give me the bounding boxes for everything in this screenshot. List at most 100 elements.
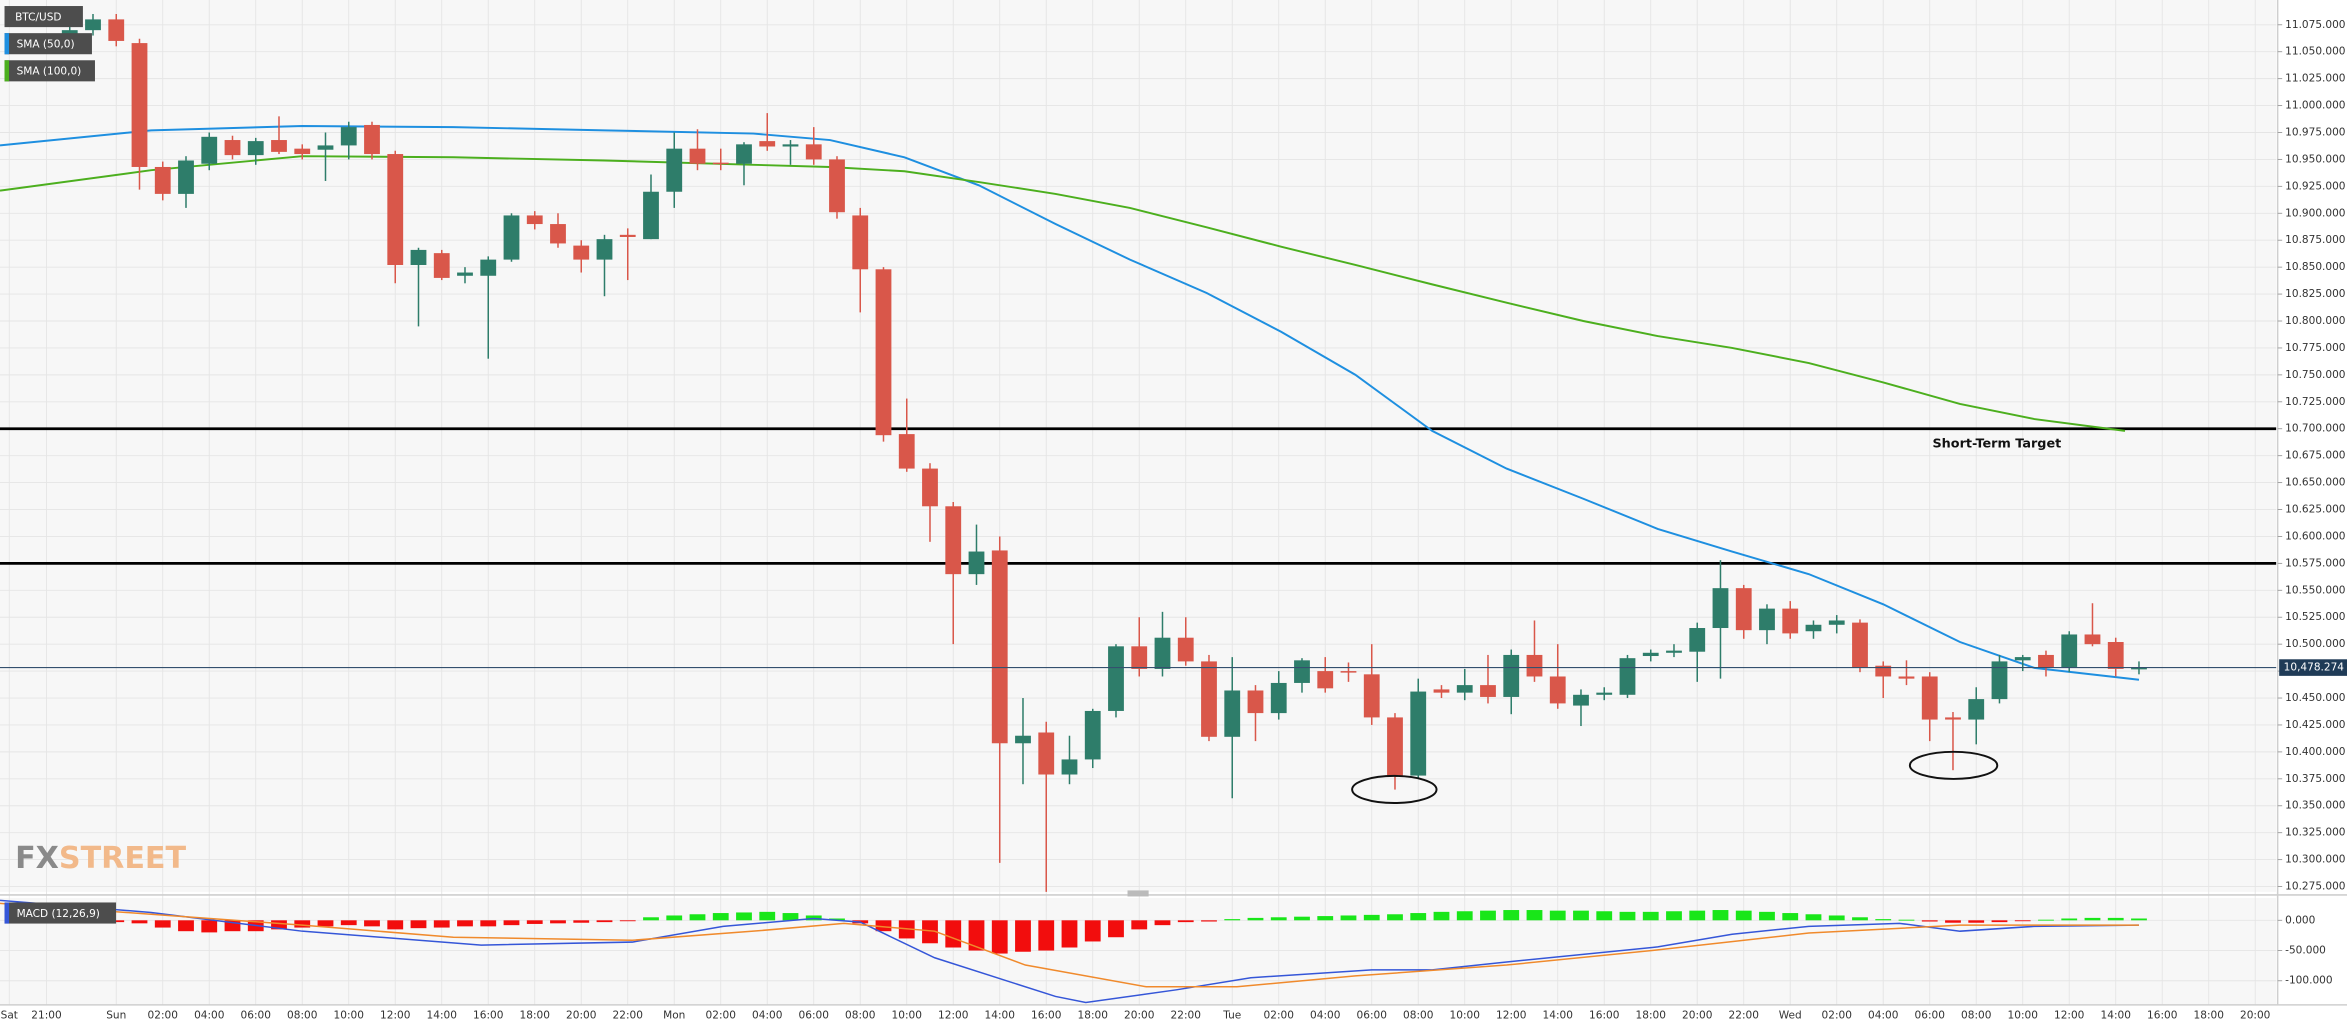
- level-label: Short-Term Target: [1932, 436, 2061, 451]
- candle-body: [387, 154, 404, 265]
- legend-box[interactable]: [4, 902, 117, 924]
- candle-body: [317, 145, 334, 150]
- y-tick-label: 10.725.000: [2285, 396, 2345, 408]
- candle-body: [1968, 699, 1985, 720]
- candle-body: [1270, 682, 1287, 714]
- x-tick-label: 10:00: [334, 1009, 364, 1021]
- x-tick-label: 10:00: [892, 1009, 922, 1021]
- candle-body: [1666, 650, 1682, 653]
- macd-histogram-bar: [1363, 914, 1380, 921]
- candle-body: [433, 253, 450, 278]
- candle-body: [1735, 588, 1752, 631]
- y-tick-label: 10.625.000: [2285, 504, 2345, 516]
- macd-histogram-bar: [1759, 911, 1775, 921]
- candle-body: [689, 148, 706, 164]
- x-tick-label: 20:00: [566, 1009, 596, 1021]
- panel-resize-handle[interactable]: [1127, 890, 1149, 897]
- candle-body: [1201, 661, 1217, 737]
- macd-histogram-bar: [1945, 920, 1961, 923]
- y-tick-label: 10.400.000: [2285, 746, 2345, 758]
- candle-body: [1573, 694, 1589, 706]
- candle-body: [1805, 624, 1822, 632]
- x-tick-label: 08:00: [845, 1009, 875, 1021]
- macd-histogram-bar: [1852, 917, 1868, 921]
- y-tick-label: 10.350.000: [2285, 800, 2345, 812]
- grid: [0, 0, 2277, 1005]
- candle-body: [1224, 690, 1241, 737]
- candle-body: [1526, 654, 1543, 677]
- x-tick-label: 16:00: [473, 1009, 503, 1021]
- macd-histogram-bar: [991, 920, 1008, 954]
- candle-body: [1154, 637, 1171, 669]
- candle-body: [945, 506, 962, 575]
- macd-histogram-bar: [643, 917, 659, 921]
- y-tick-label: 10.500.000: [2285, 638, 2345, 650]
- macd-histogram-bar: [1061, 920, 1078, 948]
- y-tick-label: 11.050.000: [2285, 46, 2345, 58]
- macd-histogram-bar: [178, 920, 194, 932]
- macd-histogram-bar: [526, 920, 543, 924]
- macd-histogram-bar: [387, 920, 404, 930]
- candle-body: [736, 144, 752, 164]
- candle-body: [1852, 622, 1868, 668]
- candle-body: [410, 249, 427, 265]
- macd-line: [0, 902, 2139, 988]
- macd-histogram-bar: [596, 920, 613, 923]
- macd-histogram-bar: [2107, 917, 2124, 921]
- macd-histogram-bar: [1317, 916, 1334, 921]
- macd-histogram-bar: [1898, 919, 1915, 921]
- x-tick-label: 18:00: [2194, 1009, 2224, 1021]
- legend-box[interactable]: [4, 60, 95, 82]
- legend-sma50: SMA (50,0): [17, 38, 75, 50]
- x-tick-label: 22:00: [1171, 1009, 1201, 1021]
- candle-body: [1503, 654, 1520, 697]
- macd-histogram-bar: [271, 920, 287, 930]
- legend-box[interactable]: [4, 33, 92, 55]
- candle-body: [1131, 646, 1148, 669]
- candle-body: [1712, 588, 1729, 629]
- x-tick-label: 12:00: [2054, 1009, 2084, 1021]
- x-tick-label: 18:00: [520, 1009, 550, 1021]
- x-tick-label: 14:00: [2101, 1009, 2131, 1021]
- candle-body: [1782, 608, 1799, 634]
- candle-body: [2014, 657, 2031, 661]
- macd-histogram-bar: [550, 920, 566, 924]
- macd-histogram-bar: [1549, 910, 1566, 921]
- candle-body: [294, 148, 311, 155]
- y-tick-label: 10.675.000: [2285, 450, 2345, 462]
- x-tick-label: 06:00: [241, 1009, 271, 1021]
- candle-body: [178, 160, 194, 194]
- candle-body: [2084, 634, 2101, 645]
- x-tick-label: 08:00: [1961, 1009, 1991, 1021]
- plot: [0, 14, 2277, 1004]
- macd-histogram-bar: [1224, 919, 1241, 921]
- candle-body: [2107, 642, 2124, 669]
- macd-histogram-bar: [922, 920, 938, 944]
- legend-box[interactable]: [4, 6, 83, 28]
- legend-symbol: BTC/USD: [15, 11, 61, 23]
- x-tick-label: 18:00: [1636, 1009, 1666, 1021]
- candle-body: [898, 434, 915, 469]
- y-tick-label: 10.450.000: [2285, 692, 2345, 704]
- candle-body: [108, 19, 125, 41]
- macd-histogram-bar: [619, 920, 636, 922]
- y-tick-label: 10.575.000: [2285, 557, 2345, 569]
- macd-histogram-bar: [224, 920, 241, 932]
- candle-body: [1991, 661, 2008, 700]
- macd-histogram-bar: [689, 914, 706, 921]
- macd-histogram-bar: [1526, 910, 1543, 921]
- macd-histogram-bar: [1782, 913, 1799, 921]
- x-tick-label: 14:00: [427, 1009, 457, 1021]
- candle-body: [503, 215, 520, 260]
- candle-body: [2131, 667, 2147, 670]
- macd-histogram-bar: [1480, 910, 1496, 921]
- macd-histogram-bar: [1131, 920, 1148, 930]
- macd-histogram-bar: [1433, 911, 1450, 921]
- macd-histogram-bar: [1573, 910, 1589, 921]
- x-tick-label: 20:00: [2240, 1009, 2270, 1021]
- macd-histogram-bar: [875, 920, 892, 932]
- y-tick-label: -100.000: [2285, 975, 2332, 987]
- macd-histogram-bar: [457, 920, 473, 927]
- watermark: FXSTREET: [15, 840, 186, 875]
- candle-body: [131, 43, 148, 167]
